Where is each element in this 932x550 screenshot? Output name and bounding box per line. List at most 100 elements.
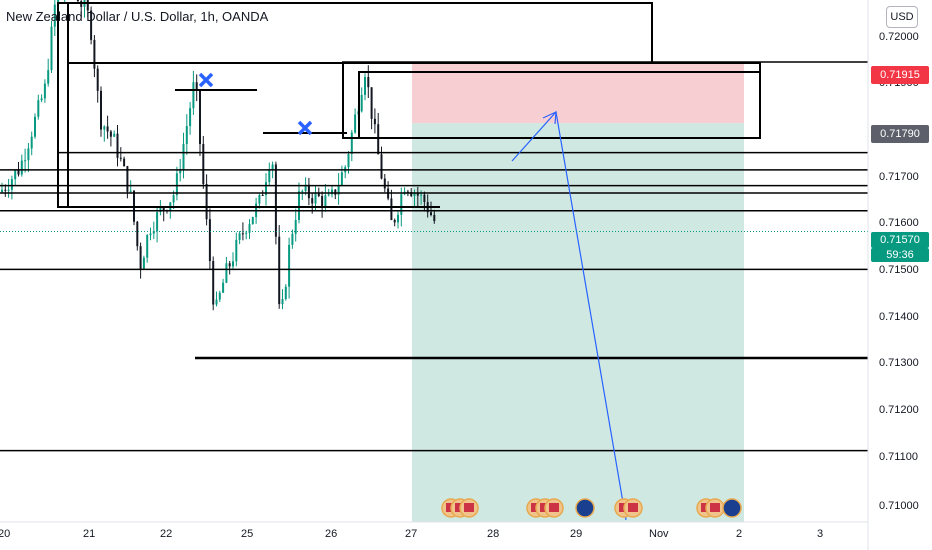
candle-body [307,184,310,199]
candle-body [271,164,274,170]
candle-body [119,157,122,159]
stop-zone [412,61,744,124]
candle-body [126,166,129,192]
candle-body [156,212,159,231]
candle-body [400,194,403,215]
candle-body [152,230,155,234]
candle-body [311,198,314,204]
candle-body [20,160,23,175]
candle-body [142,257,145,269]
candle-body [90,10,93,40]
candle-body [265,182,267,196]
candle-body [383,178,386,189]
candle-countdown: 59:36 [871,248,929,262]
candle-body [10,179,13,190]
x-tick-label: 25 [241,528,254,540]
y-tick-label: 0.71300 [879,357,919,369]
candle-body [189,108,192,127]
y-tick-label: 0.71000 [879,500,919,512]
y-tick-label: 0.71500 [879,264,919,276]
candle-body [162,207,165,211]
candle-body [175,173,178,196]
candle-body [27,148,30,161]
range-box [57,2,69,208]
us-flag-icon [464,503,474,512]
candle-body [340,172,343,186]
candle-body [7,189,10,191]
candle-body [218,292,221,300]
candle-body [298,191,300,220]
candle-body [192,82,195,109]
candle-body [416,193,419,196]
candle-body [222,282,225,293]
candle-body [331,189,333,195]
candle-body [413,193,416,196]
candle-body [47,70,50,84]
candle-body [96,68,99,91]
candle-body [172,195,175,203]
candle-body [136,221,139,247]
candle-body [113,133,116,137]
y-tick-label: 0.71700 [879,171,919,183]
x-tick-label: 29 [570,528,583,540]
projection-arrowhead [542,111,557,125]
candle-body [4,189,7,191]
candle-body [146,235,149,258]
currency-button[interactable]: USD [886,6,918,28]
candle-body [225,263,228,283]
x-tick-label: 27 [405,528,418,540]
candle-body [14,170,17,180]
us-flag-icon [549,503,559,512]
candle-body [390,198,393,220]
x-tick-label: 2 [736,528,743,540]
candle-body [334,189,337,195]
candle-body [109,131,112,137]
candle-body [116,133,119,158]
candle-body [103,126,106,130]
candle-body [367,77,370,88]
x-tick-label: 28 [487,528,500,540]
candle-body [380,154,383,179]
candle-body [139,246,142,269]
candle-body [350,132,353,154]
y-tick-label: 0.71100 [879,451,918,463]
us-flag-icon [710,503,720,512]
entry-price-tag: 0.71790 [871,125,929,143]
candle-body [291,233,294,245]
candle-body [281,298,284,305]
candle-body [100,90,102,130]
candle-body [24,160,27,162]
x-tick-label: Nov [649,528,669,540]
target-price-tag: 0.71915 [871,66,929,84]
candle-body [199,90,201,144]
candle-body [17,170,20,175]
candle-body [1,189,3,193]
candle-body [159,207,162,213]
candle-body [268,169,271,183]
candle-body [354,114,357,133]
candle-body [327,194,330,196]
candle-body [195,82,198,91]
y-tick-label: 0.72000 [879,31,919,43]
cross-marker [198,72,214,88]
candle-body [241,233,244,235]
us-flag-icon [628,503,638,512]
candle-body [288,244,291,287]
candle-body [423,194,426,203]
candle-body [321,196,324,207]
candle-body [245,232,248,234]
candle-body [324,195,327,207]
cross-marker [297,120,313,136]
candle-body [317,192,320,197]
x-tick-label: 26 [325,528,338,540]
candle-body [337,185,340,195]
y-tick-label: 0.71400 [879,311,919,323]
candle-body [278,236,281,305]
candle-body [284,286,287,299]
candle-body [397,214,399,223]
candle-body [430,212,432,215]
candle-body [370,87,373,119]
candle-body [30,136,33,149]
candle-body [294,219,297,234]
